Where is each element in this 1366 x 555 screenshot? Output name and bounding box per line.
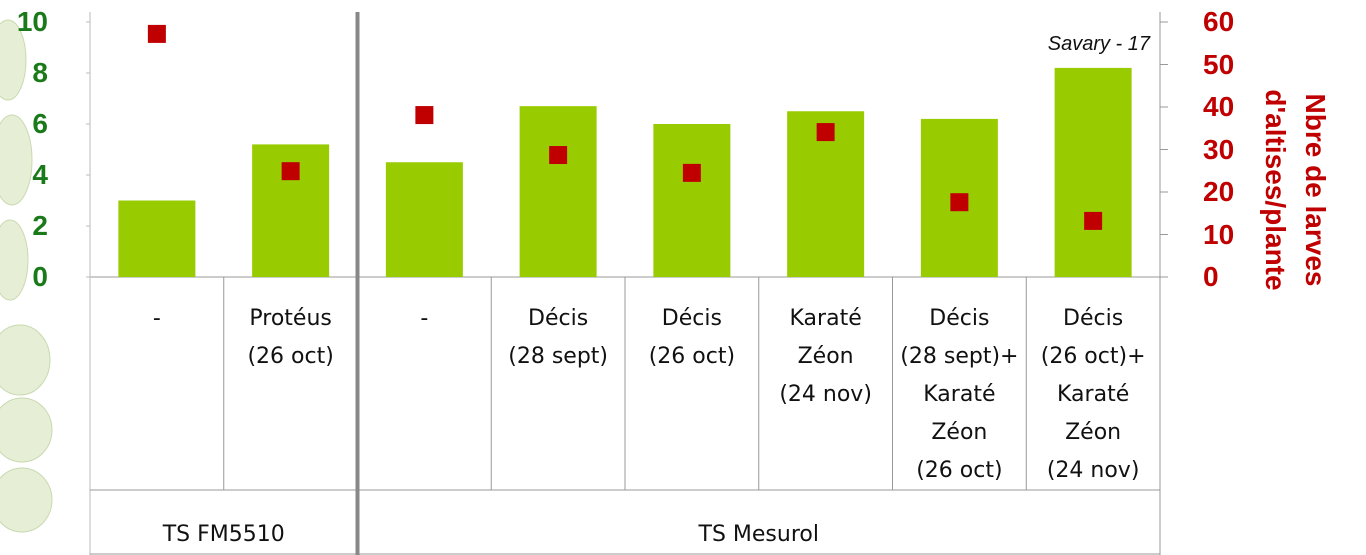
point [1084,212,1102,230]
y-tick-label: 8 [0,58,48,88]
point [817,123,835,141]
y-tick-label: 10 [0,7,48,37]
point [950,193,968,211]
y2-axis-title: Nbre de larves d'altises/plante [1255,60,1335,320]
bar [386,162,463,277]
x-tick-label: - [358,300,492,338]
point [683,164,701,182]
y-tick-label: 6 [0,109,48,139]
x-tick-label: Protéus (26 oct) [224,300,358,376]
group-label: TS Mesurol [358,516,1161,554]
y-tick-label: 0 [0,262,48,292]
bar [118,201,195,278]
x-tick-label: Décis (26 oct) [625,300,759,376]
point [148,25,166,43]
point [282,162,300,180]
y2-tick-label: 0 [1203,262,1219,292]
y2-tick-label: 20 [1203,177,1234,207]
x-tick-label: - [90,300,224,338]
y2-tick-label: 50 [1203,50,1234,80]
bar [520,106,597,277]
y2-tick-label: 60 [1203,7,1234,37]
bar [653,124,730,277]
y2-tick-label: 10 [1203,220,1234,250]
group-label: TS FM5510 [90,516,358,554]
x-tick-label: Décis (28 sept)+ Karaté Zéon (26 oct) [893,300,1027,490]
point [549,146,567,164]
y2-tick-label: 40 [1203,92,1234,122]
x-tick-label: Décis (28 sept) [491,300,625,376]
y2-tick-label: 30 [1203,135,1234,165]
y-tick-label: 2 [0,211,48,241]
x-tick-label: Décis (26 oct)+ Karaté Zéon (24 nov) [1026,300,1160,490]
annotation: Savary - 17 [1048,33,1151,55]
x-tick-label: Karaté Zéon (24 nov) [759,300,893,414]
chart: Savary - 17 Nbre de larves d'altises/pla… [0,0,1366,555]
chart-svg: Savary - 17 [0,0,1366,555]
bar [1055,68,1132,277]
point [415,106,433,124]
y-tick-label: 4 [0,160,48,190]
